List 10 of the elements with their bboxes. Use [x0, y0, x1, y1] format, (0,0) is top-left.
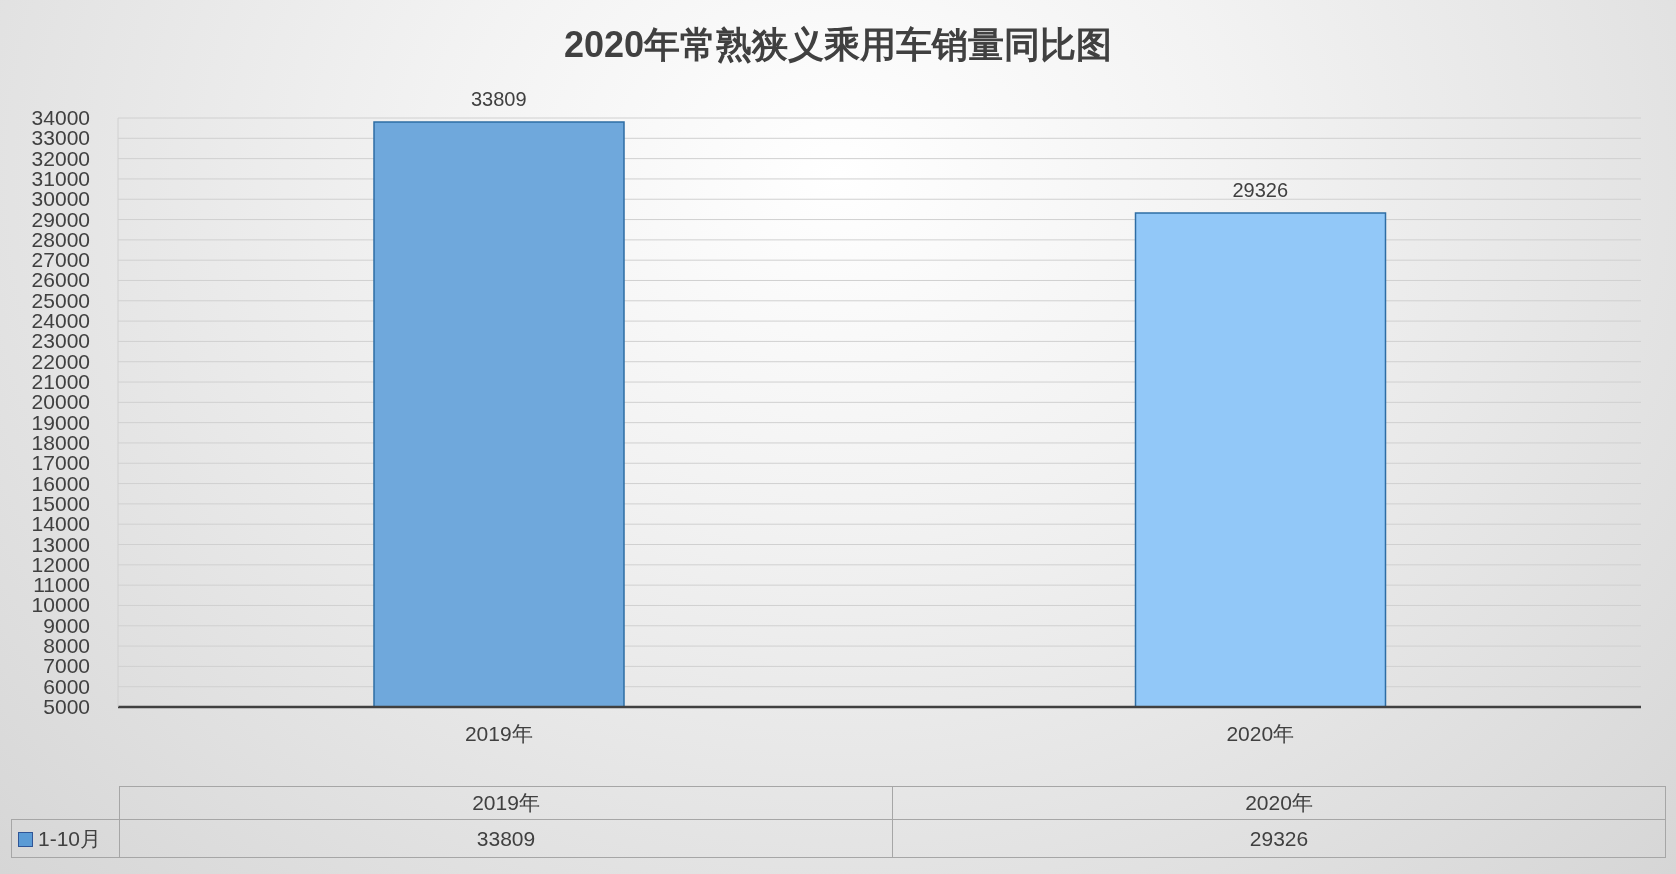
category-label: 2019年 — [472, 791, 540, 814]
text: 1-10月 — [38, 826, 102, 850]
chart-title: 2020年常熟狭义乘用车销量同比图 — [563, 24, 1113, 65]
data-label: 33809 — [119, 819, 893, 858]
y-tick-label: 34000 — [31, 106, 90, 129]
annotation: 29326 — [1232, 178, 1289, 201]
y-tick-label: 5000 — [43, 695, 90, 718]
annotation: 33809 — [470, 87, 527, 110]
category-label: 2020年 — [1245, 791, 1313, 814]
data-label: 29326 — [892, 819, 1666, 858]
